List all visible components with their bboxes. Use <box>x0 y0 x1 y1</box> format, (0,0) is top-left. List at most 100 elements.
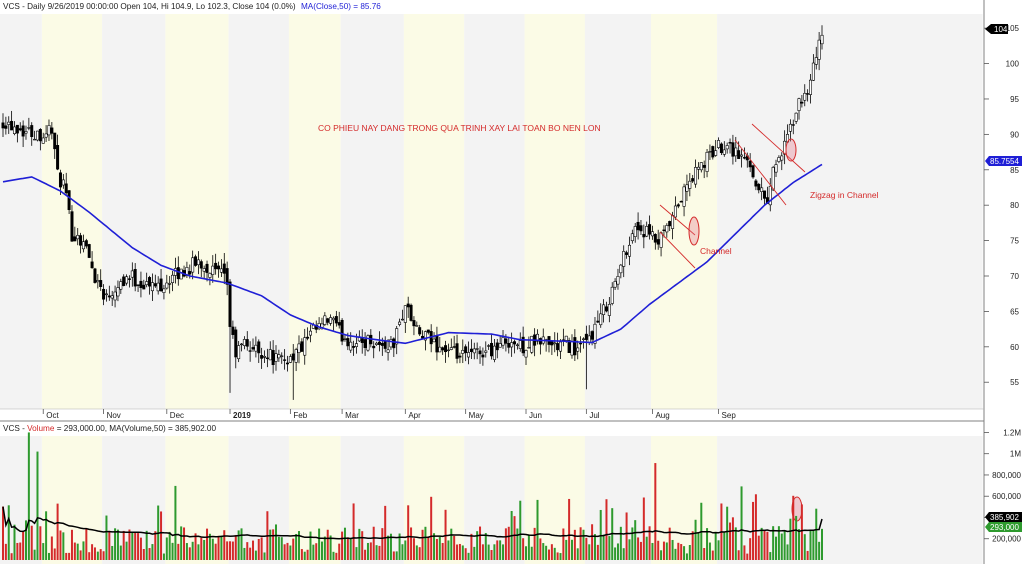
candle-body <box>639 225 643 232</box>
candle-body <box>67 190 71 211</box>
price-header: VCS - Daily 9/26/2019 00:00:00 Open 104,… <box>3 2 381 11</box>
volume-header-prefix: VCS - <box>3 424 27 433</box>
candle-body <box>199 261 203 269</box>
zigzag-lower-line <box>734 139 787 206</box>
candle-body <box>38 129 42 142</box>
candle-body <box>288 356 292 363</box>
candle-body <box>622 251 626 267</box>
candle-body <box>280 355 284 357</box>
volume-bar <box>648 526 651 560</box>
candle-body <box>760 187 764 192</box>
candle-body <box>691 178 695 182</box>
candle-body <box>688 180 692 189</box>
candle-body <box>711 146 715 158</box>
candle-body <box>714 150 718 156</box>
volume-bar <box>660 550 663 560</box>
candle-body <box>15 124 19 134</box>
candle-body <box>159 278 163 292</box>
volume-bar <box>548 549 550 560</box>
candle-body <box>64 183 68 194</box>
y-tick-label: 90 <box>1010 130 1019 139</box>
candle-body <box>214 262 218 270</box>
candle-body <box>441 347 445 351</box>
volume-bar <box>16 542 19 560</box>
volume-bar <box>401 544 404 560</box>
volume-bar <box>769 552 772 560</box>
volume-bar <box>269 529 272 560</box>
candle-body <box>409 304 413 321</box>
volume-bar <box>703 548 706 560</box>
volume-bar <box>812 530 815 560</box>
candle-body <box>47 125 51 136</box>
volume-bar <box>62 532 65 560</box>
volume-bar <box>286 542 289 560</box>
volume-bar <box>280 537 283 560</box>
volume-bar <box>131 532 134 560</box>
candle-body <box>694 167 698 185</box>
candle-body <box>268 349 272 361</box>
volume-bar <box>263 552 266 560</box>
candle-body <box>398 321 402 325</box>
volume-bar <box>42 543 45 560</box>
volume-bar <box>234 534 237 560</box>
volume-bar <box>289 545 292 560</box>
volume-bar <box>76 543 79 560</box>
volume-bar <box>502 544 505 560</box>
candle-body <box>12 126 16 134</box>
candle-body <box>363 339 367 349</box>
volume-bar <box>392 551 395 560</box>
volume-bar <box>96 551 99 560</box>
volume-bar <box>275 524 277 560</box>
x-tick-label: Aug <box>655 411 669 420</box>
candle-body <box>150 282 154 292</box>
candle-body <box>794 112 798 122</box>
candle-body <box>90 261 94 269</box>
candle-body <box>757 183 761 191</box>
candle-body <box>472 348 476 354</box>
volume-bar <box>677 542 680 560</box>
candle-body <box>326 318 330 323</box>
candle-body <box>671 215 675 229</box>
candle-body <box>245 339 249 347</box>
candle-body <box>136 284 140 286</box>
zigzag-highlight <box>785 138 797 162</box>
candle-body <box>179 268 183 280</box>
volume-bar <box>591 524 594 560</box>
candle-body <box>806 93 810 95</box>
volume-bar <box>128 529 131 560</box>
candle-body <box>234 329 238 358</box>
volume-bar <box>389 533 392 560</box>
candle-body <box>570 341 574 356</box>
volume-bar <box>418 547 421 560</box>
candle-body <box>33 138 37 141</box>
volume-bar <box>447 540 450 560</box>
volume-bar <box>749 538 752 560</box>
candle-body <box>110 295 114 299</box>
volume-bar <box>639 541 642 560</box>
candle-body <box>58 172 62 188</box>
candle-body <box>119 281 123 290</box>
volume-bar <box>714 531 717 560</box>
candle-body <box>242 339 246 346</box>
volume-bar <box>257 538 260 560</box>
candle-body <box>648 224 652 235</box>
volume-bar <box>786 544 789 560</box>
candle-body <box>696 166 700 170</box>
volume-bar <box>217 535 220 560</box>
candle-body <box>791 124 795 126</box>
candle-body <box>584 333 588 340</box>
last-price-tag-text: 104 <box>994 25 1008 34</box>
volume-bar <box>783 530 786 560</box>
volume-bar <box>361 531 364 560</box>
volume-last-tag: 293,000 <box>985 522 1022 532</box>
candle-body <box>527 347 531 349</box>
volume-bar <box>320 541 323 560</box>
candle-body <box>740 154 744 157</box>
volume-bar <box>415 545 418 560</box>
candle-body <box>418 327 422 335</box>
candle-body <box>553 342 557 345</box>
volume-bar <box>456 544 459 560</box>
volume-bar <box>729 522 732 560</box>
x-tick-label: Feb <box>293 411 307 420</box>
volume-bar <box>108 530 111 560</box>
